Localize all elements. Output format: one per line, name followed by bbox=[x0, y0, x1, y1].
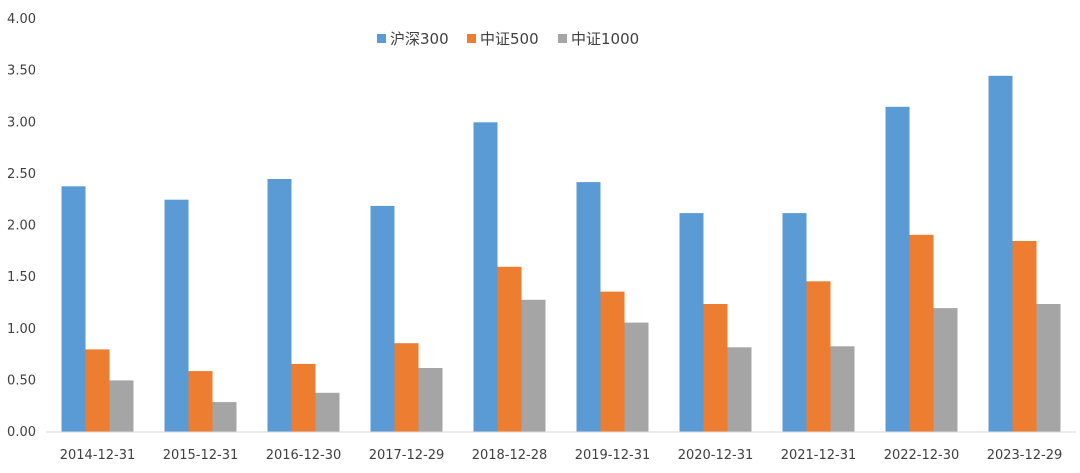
x-tick-label: 2014-12-31 bbox=[60, 448, 136, 463]
bar-1-8 bbox=[782, 213, 807, 432]
x-tick-label: 2021-12-31 bbox=[781, 448, 857, 463]
bar-3-1 bbox=[109, 380, 134, 432]
bar-2-8 bbox=[806, 281, 831, 432]
bars bbox=[61, 75, 1061, 433]
bar-2-5 bbox=[497, 266, 522, 432]
x-tick-label: 2022-12-30 bbox=[884, 448, 960, 463]
bar-2-9 bbox=[909, 234, 934, 432]
x-tick-label: 2015-12-31 bbox=[163, 448, 239, 463]
bar-2-1 bbox=[85, 349, 110, 432]
legend-swatch-1 bbox=[377, 34, 386, 43]
x-tick-label: 2017-12-29 bbox=[369, 448, 445, 463]
bar-2-7 bbox=[703, 304, 728, 432]
bar-3-10 bbox=[1036, 304, 1061, 432]
y-tick-label: 1.00 bbox=[7, 322, 36, 337]
x-tick-label: 2016-12-30 bbox=[266, 448, 342, 463]
x-tick-label: 2020-12-31 bbox=[678, 448, 754, 463]
legend-label-1: 沪深300 bbox=[390, 30, 449, 48]
bar-1-7 bbox=[679, 213, 704, 432]
x-axis: 2014-12-31 2015-12-31 2016-12-30 2017-12-29… bbox=[60, 448, 1063, 463]
bar-3-4 bbox=[418, 368, 443, 432]
bar-2-6 bbox=[600, 291, 625, 432]
legend-swatch-2 bbox=[467, 34, 476, 43]
legend-swatch-3 bbox=[558, 34, 567, 43]
bar-1-5 bbox=[473, 122, 498, 433]
bar-1-4 bbox=[370, 205, 395, 432]
bar-3-5 bbox=[521, 299, 546, 432]
bar-3-3 bbox=[315, 392, 340, 432]
bar-3-9 bbox=[933, 308, 958, 432]
y-axis: 0.00 0.50 1.00 1.50 2.00 2.50 3.00 3.50 4.00 bbox=[7, 12, 36, 440]
bar-3-8 bbox=[830, 346, 855, 432]
y-tick-label: 2.50 bbox=[7, 167, 36, 182]
y-tick-label: 3.50 bbox=[7, 64, 36, 79]
x-tick-label: 2019-12-31 bbox=[575, 448, 651, 463]
bar-1-10 bbox=[988, 75, 1013, 433]
y-tick-label: 3.00 bbox=[7, 115, 36, 130]
legend-label-2: 中证500 bbox=[480, 30, 539, 48]
legend: 沪深300 中证500 中证1000 bbox=[377, 30, 639, 48]
y-tick-label: 1.50 bbox=[7, 270, 36, 285]
y-tick-label: 4.00 bbox=[7, 12, 36, 27]
legend-label-3: 中证1000 bbox=[571, 30, 639, 48]
bar-2-2 bbox=[188, 371, 213, 432]
y-tick-label: 0.50 bbox=[7, 373, 36, 388]
x-tick-label: 2023-12-29 bbox=[987, 448, 1063, 463]
bar-1-3 bbox=[267, 179, 292, 432]
bar-2-3 bbox=[291, 363, 316, 432]
bar-2-10 bbox=[1012, 241, 1037, 432]
bar-3-7 bbox=[727, 347, 752, 432]
bar-2-4 bbox=[394, 343, 419, 432]
x-tick-label: 2018-12-28 bbox=[472, 448, 548, 463]
bar-1-2 bbox=[164, 199, 189, 432]
bar-3-6 bbox=[624, 322, 649, 432]
bar-1-9 bbox=[885, 106, 910, 433]
bar-1-6 bbox=[576, 182, 601, 432]
y-tick-label: 0.00 bbox=[7, 425, 36, 440]
bar-3-2 bbox=[212, 402, 237, 432]
bar-1-1 bbox=[61, 186, 86, 432]
y-tick-label: 2.00 bbox=[7, 219, 36, 234]
